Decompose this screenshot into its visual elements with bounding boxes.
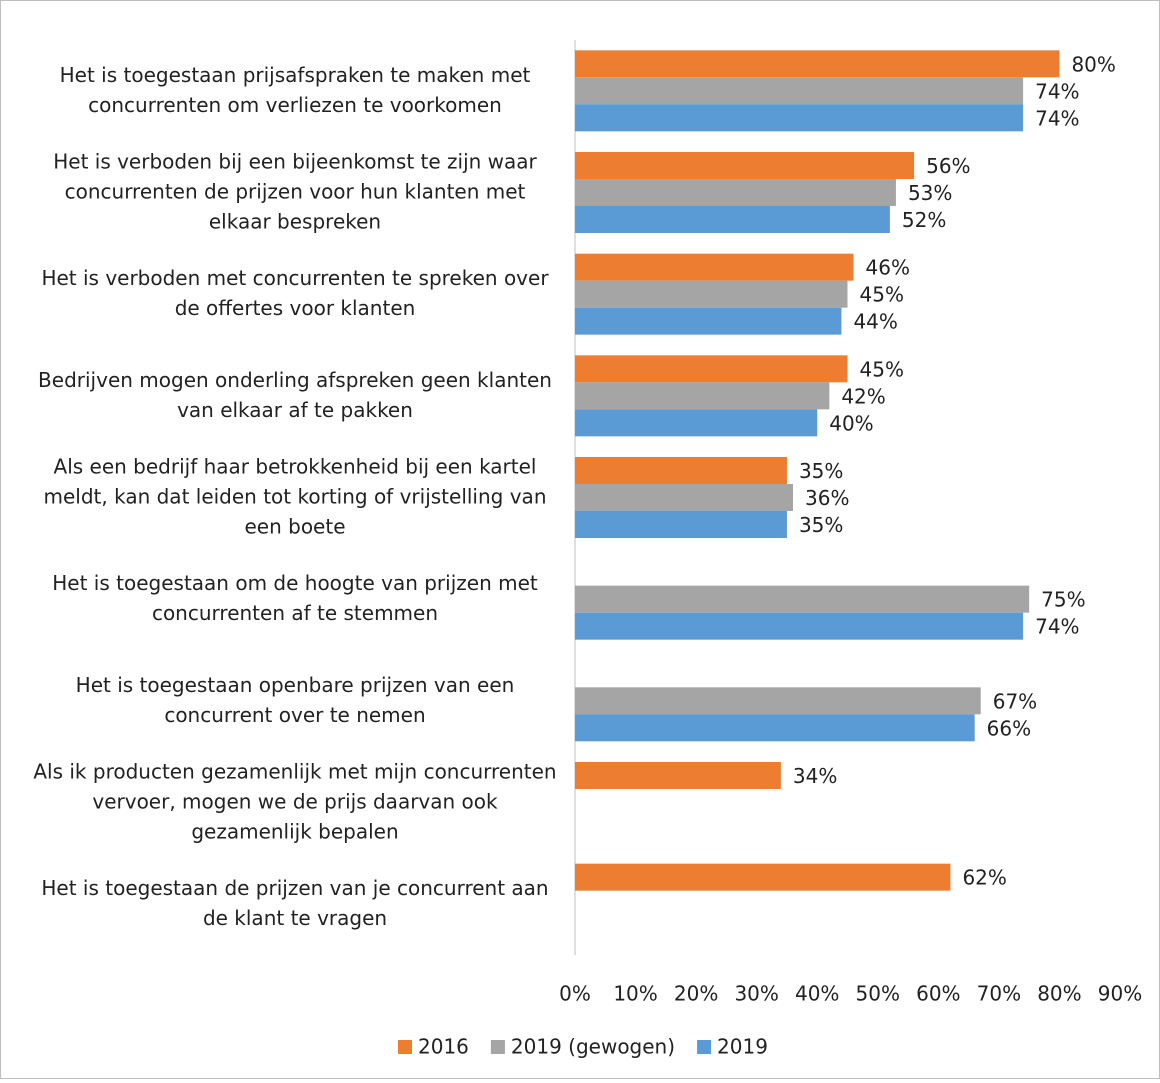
value-label: 35% [799, 513, 843, 537]
bar [575, 152, 915, 179]
bar [575, 179, 896, 206]
bar [575, 409, 818, 437]
category-label: Het is verboden bij een bijeenkomst te z… [53, 149, 537, 233]
value-label: 34% [793, 764, 837, 788]
value-label: 53% [908, 181, 952, 205]
bar [575, 307, 842, 335]
x-tick-label: 60% [916, 982, 960, 1006]
bar [575, 253, 854, 281]
value-label: 56% [926, 154, 970, 178]
value-label: 74% [1035, 615, 1079, 639]
category-label: Als een bedrijf haar betrokkenheid bij e… [44, 454, 547, 538]
legend-label: 2016 [418, 1035, 469, 1059]
x-tick-label: 90% [1098, 982, 1142, 1006]
value-label: 75% [1041, 588, 1085, 612]
bar [575, 50, 1060, 78]
x-tick-label: 70% [977, 982, 1021, 1006]
bar [575, 511, 787, 538]
x-tick-label: 80% [1037, 982, 1081, 1006]
category-label: Het is toegestaan openbare prijzen van e… [76, 672, 515, 726]
category-label: Het is toegestaan de prijzen van je conc… [41, 876, 548, 930]
value-label: 45% [860, 283, 904, 307]
value-label: 36% [805, 486, 849, 510]
bar [575, 687, 981, 715]
bar [575, 280, 848, 308]
bar [575, 612, 1024, 640]
category-label: Als ik producten gezamenlijk met mijn co… [33, 759, 556, 843]
value-label: 52% [902, 208, 946, 232]
x-tick-label: 50% [856, 982, 900, 1006]
x-tick-label: 20% [674, 982, 718, 1006]
bar [575, 382, 830, 410]
value-label: 46% [866, 256, 910, 280]
bar [575, 863, 951, 891]
legend-swatch [697, 1040, 712, 1054]
value-label: 62% [962, 866, 1006, 890]
bar [575, 714, 975, 742]
bar [575, 355, 848, 383]
value-label: 44% [853, 310, 897, 334]
value-label: 67% [993, 689, 1037, 713]
x-tick-label: 30% [734, 982, 778, 1006]
x-tick-label: 0% [559, 982, 591, 1006]
value-label: 66% [987, 716, 1031, 740]
bar [575, 762, 781, 789]
bar [575, 585, 1030, 613]
category-label: Het is verboden met concurrenten te spre… [41, 266, 549, 320]
value-label: 35% [799, 459, 843, 483]
value-label: 40% [829, 411, 873, 435]
category-label: Het is toegestaan prijsafspraken te make… [60, 62, 531, 116]
x-tick-label: 40% [795, 982, 839, 1006]
value-label: 42% [841, 384, 885, 408]
bar [575, 457, 787, 484]
value-label: 74% [1035, 79, 1079, 103]
legend-label: 2019 [717, 1035, 768, 1059]
legend-swatch [398, 1040, 412, 1054]
bar [575, 206, 890, 233]
legend-label: 2019 (gewogen) [511, 1035, 675, 1059]
value-label: 80% [1071, 52, 1115, 76]
value-label: 45% [860, 357, 904, 381]
category-label: Het is toegestaan om de hoogte van prijz… [52, 571, 538, 625]
bar [575, 104, 1024, 132]
bar [575, 484, 793, 511]
x-tick-label: 10% [613, 982, 657, 1006]
category-label: Bedrijven mogen onderling afspreken geen… [38, 367, 552, 421]
value-label: 74% [1035, 106, 1079, 130]
legend-swatch [490, 1040, 505, 1054]
bar [575, 77, 1024, 105]
